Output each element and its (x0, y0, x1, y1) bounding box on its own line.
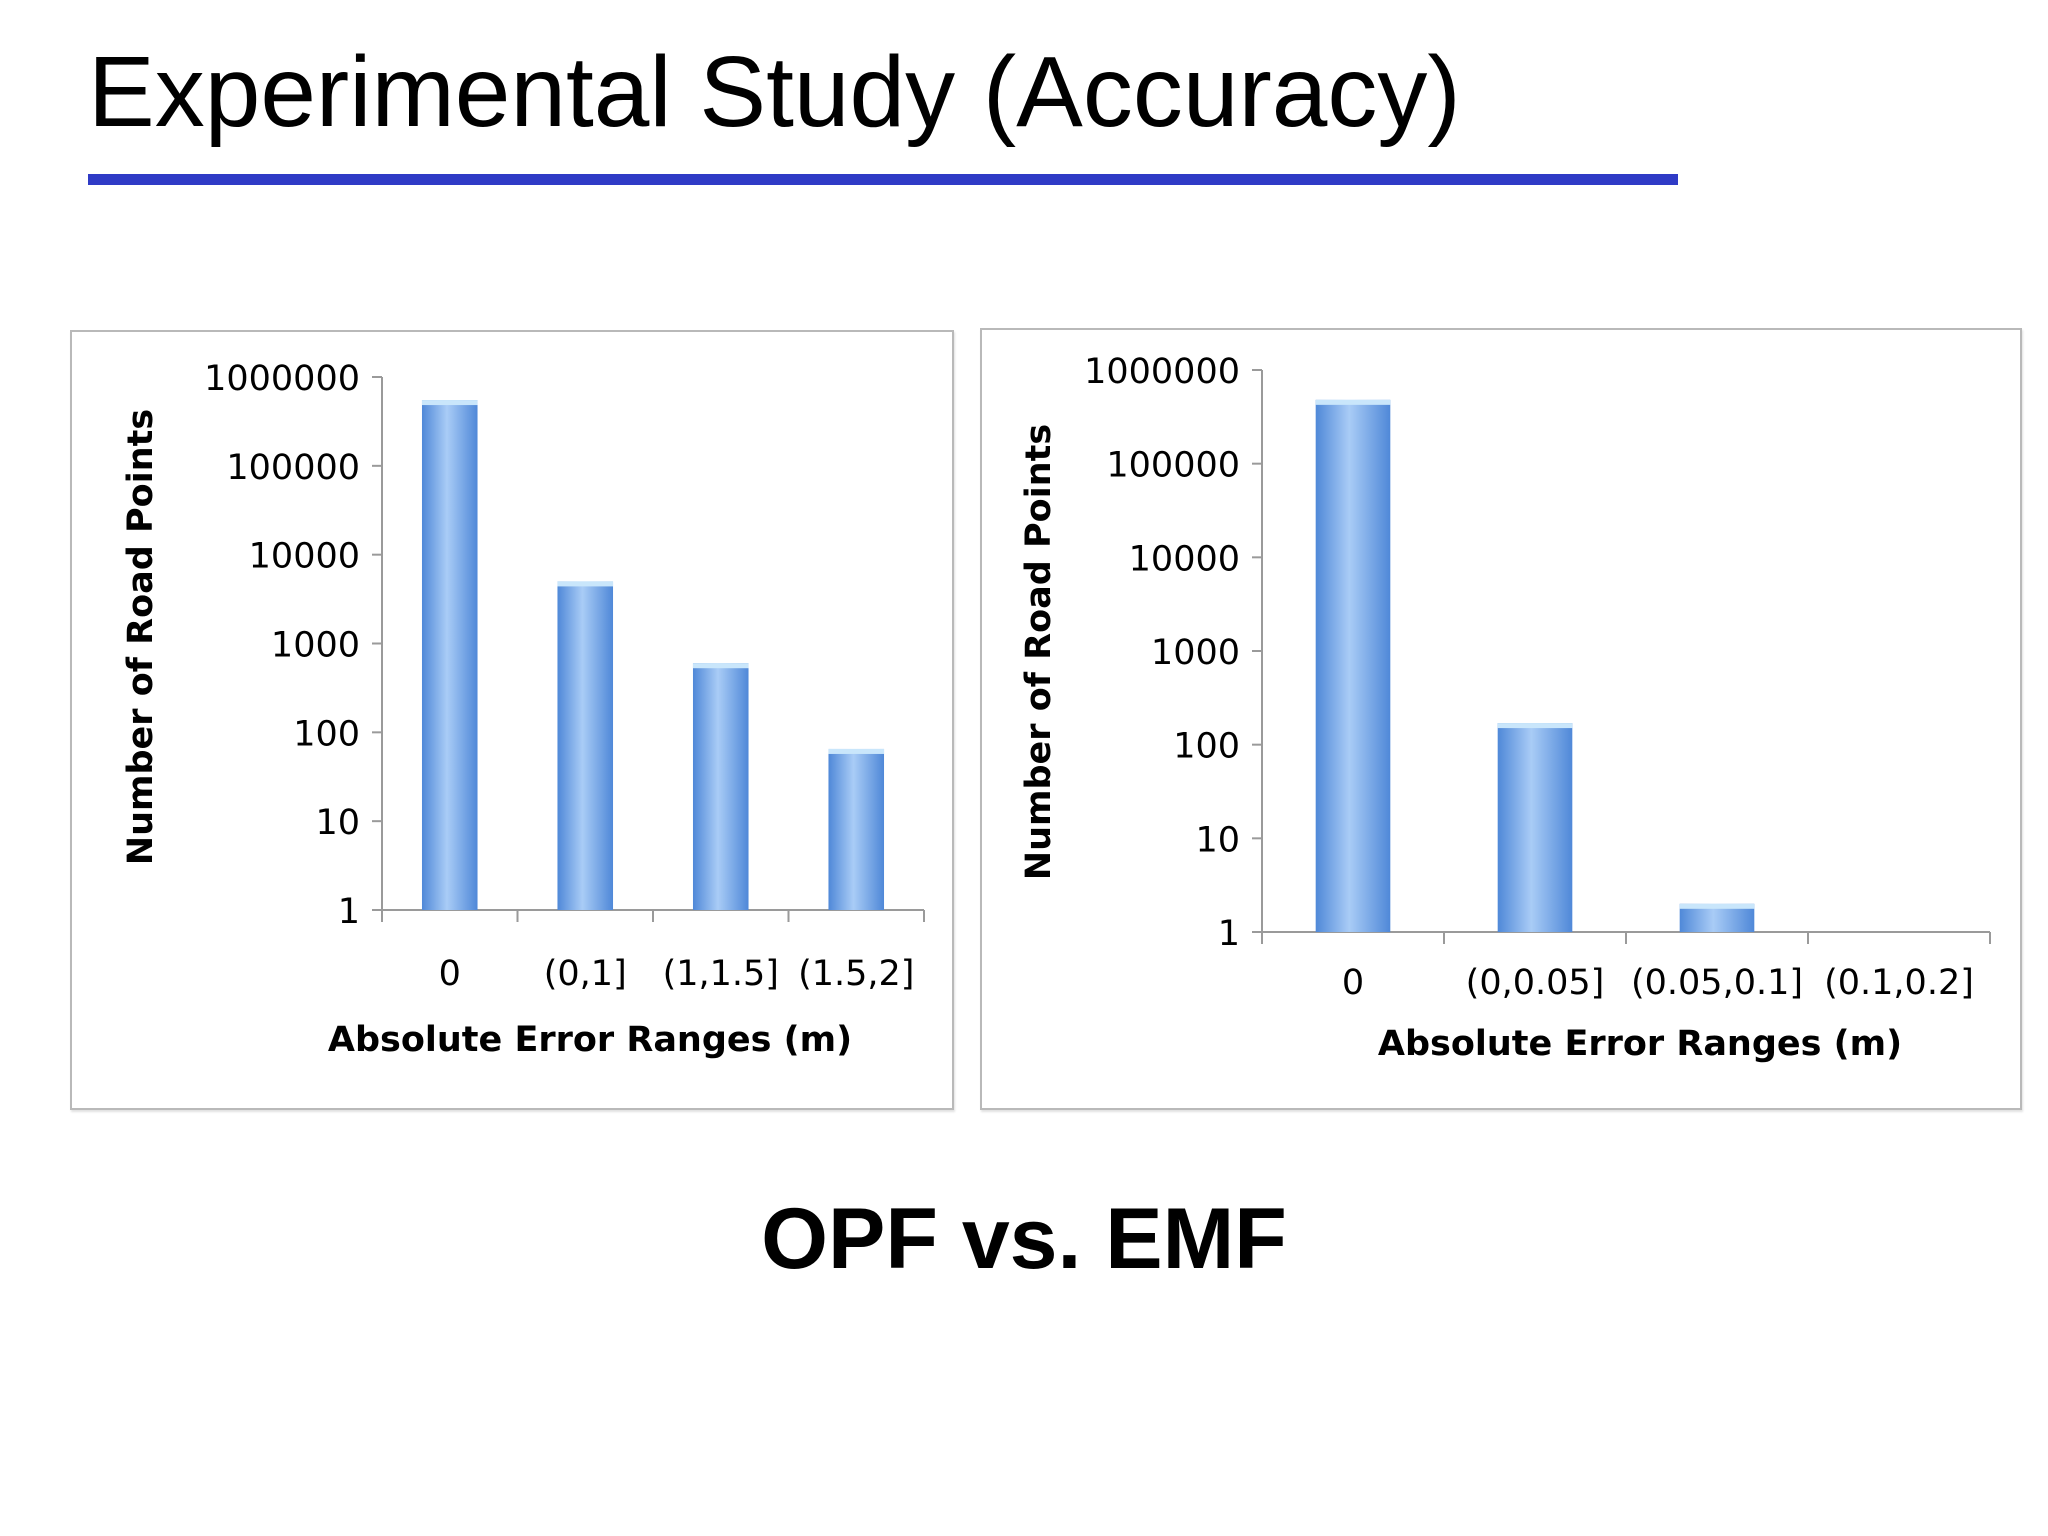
y-tick-label: 1 (338, 892, 360, 932)
chart-panel-left: 1 10 100 1000 10000 100000 1000000 0 (0,1] (1,1.5… (70, 330, 954, 1110)
y-tick-label: 1000 (1151, 633, 1240, 673)
y-tick-label: 10000 (249, 537, 360, 577)
bar (1315, 399, 1391, 932)
category-label: (0.05,0.1] (1631, 963, 1803, 1003)
bar-cap (421, 400, 478, 406)
y-tick-label: 100000 (226, 448, 360, 488)
y-tick-label: 100000 (1106, 446, 1240, 486)
slide-title: Experimental Study (Accuracy) (88, 36, 1461, 148)
y-tick-label: 100 (293, 714, 360, 754)
chart-panel-right: 1 10 100 1000 10000 100000 1000000 0 (0,0.05] (0.… (980, 328, 2022, 1110)
y-tick-label: 1 (1218, 914, 1240, 954)
bar-cap (1497, 723, 1573, 729)
category-label: (0,0.05] (1466, 963, 1605, 1003)
bar-cap (1315, 399, 1391, 405)
chart-left: 1 10 100 1000 10000 100000 1000000 0 (0,1] (1,1.5… (121, 359, 925, 1060)
title-rule (88, 174, 1678, 185)
bar (557, 581, 614, 910)
chart-right: 1 10 100 1000 10000 100000 1000000 0 (0,0.05] (0.… (1019, 352, 1991, 1064)
x-axis-title: Absolute Error Ranges (m) (328, 1020, 852, 1060)
bar (1497, 723, 1573, 932)
bar (692, 663, 749, 910)
category-label: (0,1] (544, 954, 627, 994)
y-tick-label: 100 (1173, 727, 1240, 767)
bar-cap (828, 748, 885, 754)
bar-cap (1679, 903, 1755, 909)
y-tick-label: 1000000 (1084, 352, 1240, 392)
y-tick-label: 10 (1195, 820, 1240, 860)
y-tick-label: 1000000 (204, 359, 360, 399)
category-label: 0 (1342, 963, 1364, 1003)
category-label: 0 (439, 954, 461, 994)
x-axis-title: Absolute Error Ranges (m) (1378, 1024, 1902, 1064)
y-axis-title: Number of Road Points (1019, 424, 1059, 880)
category-label: (1.5,2] (798, 954, 914, 994)
slide-subtitle: OPF vs. EMF (761, 1191, 1287, 1287)
bar (828, 748, 885, 910)
y-tick-label: 1000 (271, 626, 360, 666)
category-label: (1,1.5] (663, 954, 779, 994)
bar-cap (692, 663, 749, 669)
bar-cap (557, 581, 614, 587)
y-tick-label: 10 (315, 803, 360, 843)
bar (421, 400, 478, 910)
y-axis-title: Number of Road Points (121, 409, 161, 865)
y-tick-label: 10000 (1129, 539, 1240, 579)
category-label: (0.1,0.2] (1824, 963, 1974, 1003)
